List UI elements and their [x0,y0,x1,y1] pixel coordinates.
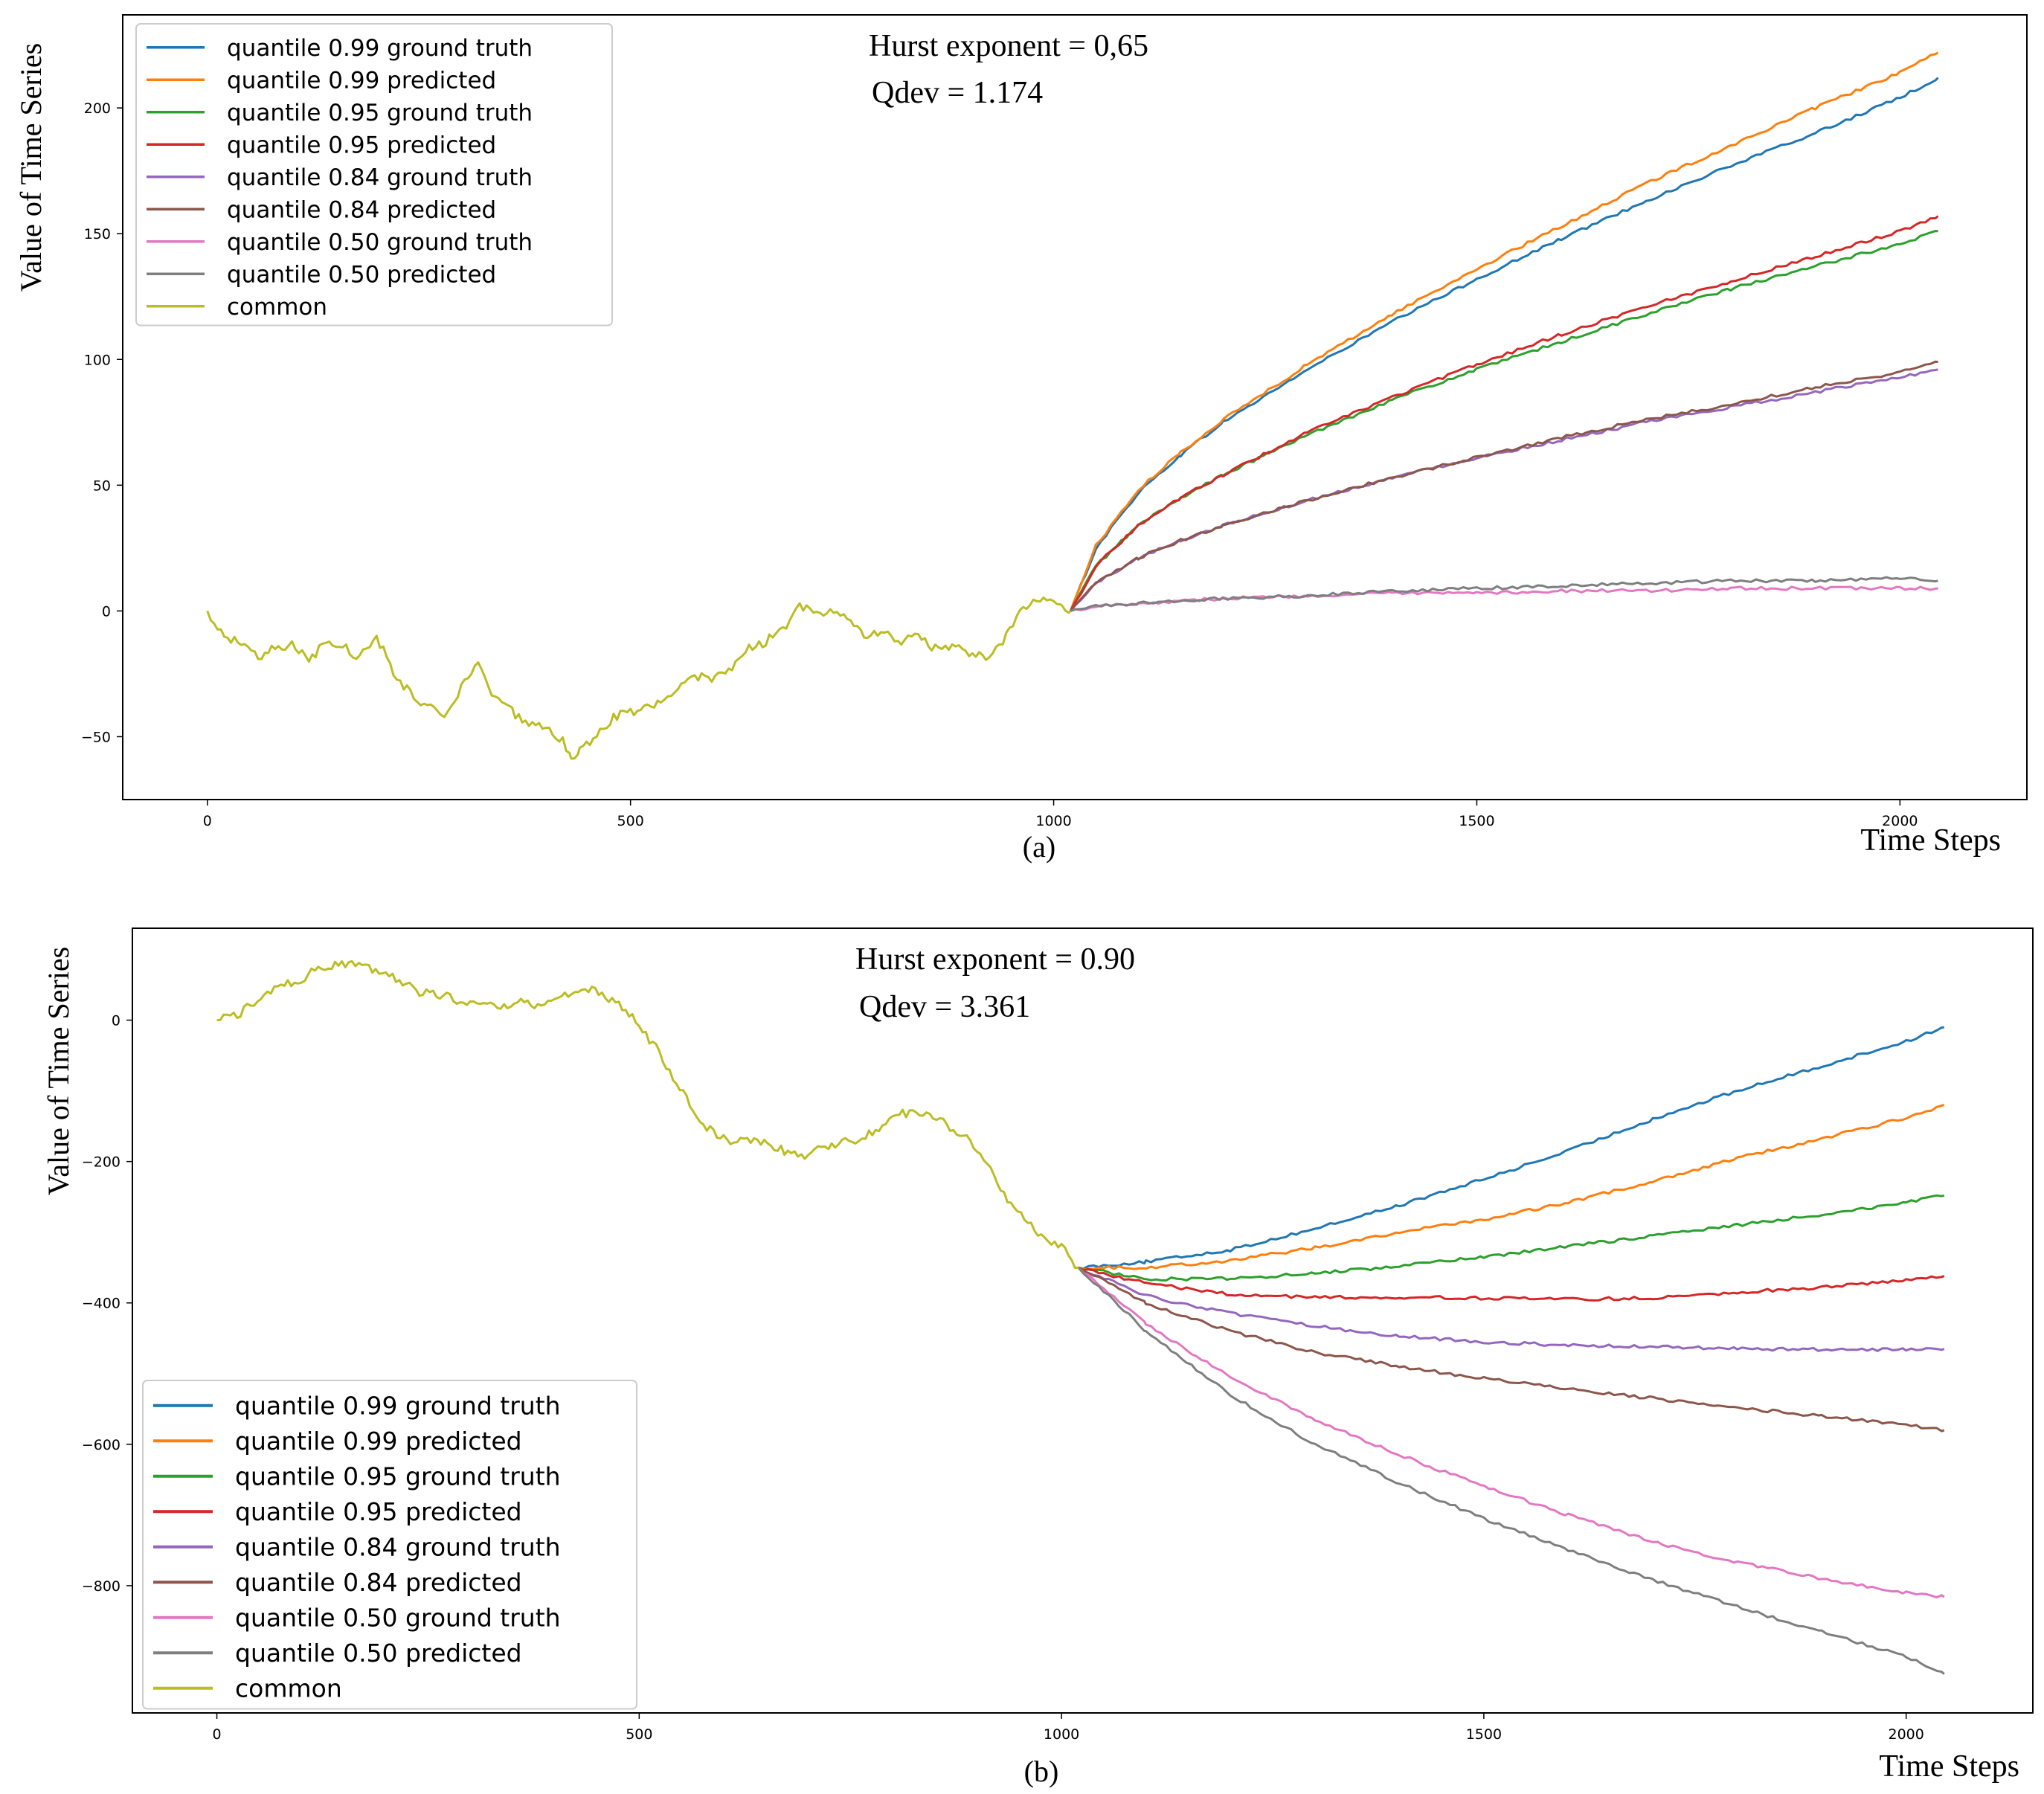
hurst-annotation-a: Hurst exponent = 0,65 [869,29,1148,63]
legend-label-quantile-0-50-ground-truth: quantile 0.50 ground truth [227,229,533,256]
legend-b: quantile 0.99 ground truth quantile 0.99 … [142,1380,637,1710]
series-line-quantile-0-50-predicted [1070,576,1938,612]
legend-label-quantile-0-84-predicted: quantile 0.84 predicted [235,1568,522,1597]
legend-label-quantile-0-99-ground-truth: quantile 0.99 ground truth [235,1392,561,1421]
series-line-common [216,959,1079,1270]
series-line-quantile-0-99-predicted [1069,51,1939,611]
legend-label-quantile-0-95-predicted: quantile 0.95 predicted [227,132,496,158]
y-tick-label: 0 [112,1013,120,1029]
panel-label-a: (a) [1023,830,1055,864]
hurst-annotation-b: Hurst exponent = 0.90 [855,942,1135,977]
legend-label-quantile-0-95-predicted: quantile 0.95 predicted [235,1497,522,1526]
series-line-quantile-0-95-predicted [1078,1266,1945,1302]
series-line-quantile-0-50-ground-truth [1070,585,1938,612]
series-line-quantile-0-95-ground-truth [1078,1194,1945,1282]
y-tick-label: −200 [82,1154,120,1171]
legend-a: quantile 0.99 ground truth quantile 0.99 … [135,23,613,327]
legend-label-quantile-0-99-predicted: quantile 0.99 predicted [227,67,496,94]
x-axis-label-b: Time Steps [1879,1749,2019,1784]
plot-area-b [132,927,2034,1714]
legend-frame [142,1380,637,1710]
series-line-quantile-0-84-ground-truth [1077,1266,1945,1352]
series-line-quantile-0-84-ground-truth [1070,368,1938,612]
legend-label-common: common [235,1674,342,1703]
series-line-quantile-0-99-ground-truth [1078,1026,1945,1270]
series-line-quantile-0-50-predicted [1077,1267,1945,1675]
series-line-quantile-0-95-predicted [1069,215,1939,612]
legend-frame [135,23,613,327]
legend-label-common: common [227,294,327,321]
series-line-quantile-0-99-predicted [1078,1104,1945,1270]
x-tick-label: 1500 [1466,1726,1502,1743]
series-line-common [206,597,1072,760]
series-line-quantile-0-95-ground-truth [1069,230,1938,612]
plot-area-a [122,14,2028,800]
legend-label-quantile-0-95-ground-truth: quantile 0.95 ground truth [227,100,533,126]
legend-label-quantile-0-84-ground-truth: quantile 0.84 ground truth [235,1533,561,1562]
legend-label-quantile-0-99-predicted: quantile 0.99 predicted [235,1427,522,1456]
legend-label-quantile-0-95-ground-truth: quantile 0.95 ground truth [235,1462,561,1491]
legend-label-quantile-0-50-predicted: quantile 0.50 predicted [235,1639,522,1668]
x-tick-label: 1500 [1459,813,1494,829]
y-tick-label: 50 [93,478,111,494]
legend-label-quantile-0-50-predicted: quantile 0.50 predicted [227,261,496,288]
y-tick-label: 150 [84,226,111,242]
series-line-quantile-0-84-predicted [1077,1267,1945,1433]
x-tick-label: 0 [203,813,212,829]
y-axis-label-a: Value of Time Series [14,43,48,292]
x-tick-label: 500 [617,813,644,829]
chart-panel-a: 0 500 1000 1500 2000 −50 0 50 100 150 200 Value of… [14,14,2028,864]
y-axis-label-b: Value of Time Series [42,947,75,1195]
legend-label-quantile-0-99-ground-truth: quantile 0.99 ground truth [227,35,533,62]
y-tick-label: −800 [82,1578,120,1595]
x-tick-label: 500 [626,1726,652,1743]
x-tick-label: 2000 [1888,1726,1924,1743]
x-tick-label: 1000 [1035,813,1071,829]
y-tick-label: −400 [82,1296,120,1312]
legend-label-quantile-0-84-ground-truth: quantile 0.84 ground truth [227,164,533,191]
legend-label-quantile-0-50-ground-truth: quantile 0.50 ground truth [235,1604,561,1633]
qdev-annotation-a: Qdev = 1.174 [872,76,1043,110]
chart-panel-b: 0 500 1000 1500 2000 −800 −600 −400 −200 0 Value … [42,927,2034,1788]
series-line-quantile-0-84-predicted [1070,360,1938,612]
y-tick-label: −600 [82,1437,120,1453]
x-tick-label: 2000 [1882,813,1918,829]
x-tick-label: 1000 [1044,1726,1079,1743]
y-tick-label: −50 [81,729,111,745]
series-line-quantile-0-50-ground-truth [1077,1267,1945,1599]
y-tick-label: 100 [84,352,111,368]
legend-label-quantile-0-84-predicted: quantile 0.84 predicted [227,196,496,223]
qdev-annotation-b: Qdev = 3.361 [859,990,1030,1024]
panel-label-b: (b) [1024,1755,1059,1788]
y-tick-label: 0 [102,603,111,620]
x-axis-label-a: Time Steps [1860,823,2001,858]
y-tick-label: 200 [84,100,111,117]
series-line-quantile-0-99-ground-truth [1069,77,1939,611]
x-tick-label: 0 [213,1726,222,1743]
